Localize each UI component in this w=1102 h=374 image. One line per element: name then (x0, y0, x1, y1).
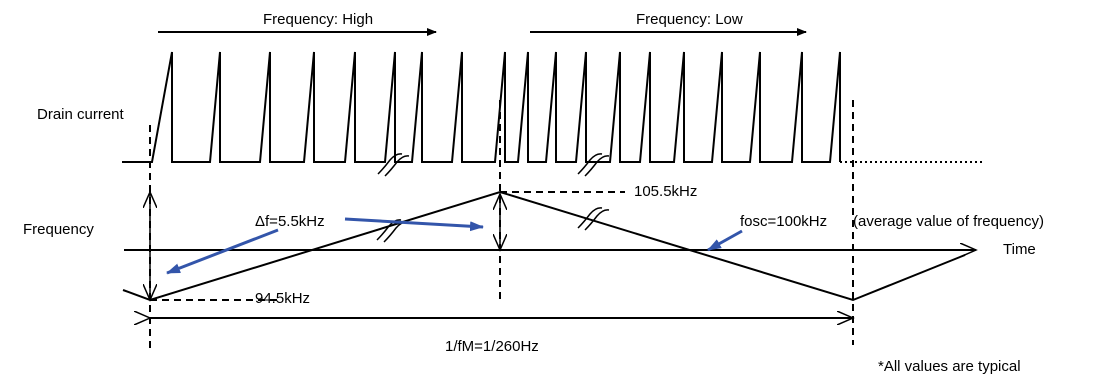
footnote: *All values are typical (878, 358, 1021, 374)
callout-arrow (344, 217, 484, 232)
max-frequency-label: 105.5kHz (634, 183, 697, 200)
drain-current-waveform (122, 51, 985, 163)
freq-low-label: Frequency: Low (636, 11, 743, 28)
time-label: Time (1003, 241, 1036, 258)
min-frequency-label: 94.5kHz (255, 290, 310, 307)
axis-break-mark (377, 153, 410, 177)
frequency-label: Frequency (23, 221, 94, 238)
callout-arrow (166, 228, 279, 275)
drain-current-pulses (122, 51, 841, 163)
frequency-triangle-wave (122, 190, 966, 302)
callout-arrow (707, 229, 743, 252)
delta-f-label: Δf=5.5kHz (255, 213, 325, 230)
fosc-label: fosc=100kHz (740, 213, 827, 230)
average-note-label: (average value of frequency) (853, 213, 1044, 230)
freq-high-label: Frequency: High (263, 11, 373, 28)
modulation-period-label: 1/fM=1/260Hz (445, 338, 539, 355)
drain-current-label: Drain current (37, 106, 125, 123)
axis-break-mark (577, 153, 610, 177)
axis-break-mark (577, 207, 610, 231)
